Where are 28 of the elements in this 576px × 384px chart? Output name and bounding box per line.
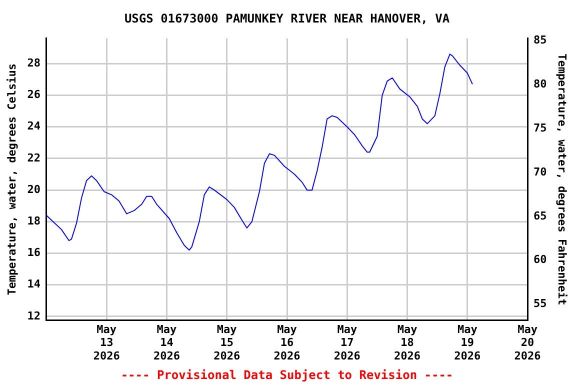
- text: ---- Provisional Data Subject to Revision ----: [120, 368, 454, 382]
- y-tick-label: 20: [27, 182, 40, 196]
- x-tick-label: May 18 2026: [394, 322, 421, 362]
- x-tick-label: May 20 2026: [514, 322, 542, 362]
- y2-tick-label: 65: [534, 209, 547, 222]
- y-tick-label: 16: [27, 246, 41, 260]
- y-tick-label: 14: [27, 278, 41, 291]
- x-tick-label: May 14 2026: [153, 322, 180, 362]
- y2-tick-label: 75: [534, 121, 547, 134]
- chart-title: USGS 01673000 PAMUNKEY RIVER NEAR HANOVER, VA: [124, 11, 450, 26]
- y-tick-label: 22: [27, 151, 40, 164]
- x-tick-label: May 16 2026: [274, 322, 301, 362]
- y-tick-label: 26: [27, 88, 41, 102]
- x-tick-label: May 13 2026: [93, 322, 120, 362]
- x-tick-label: May 15 2026: [214, 322, 240, 362]
- x-tick-label: May 17 2026: [334, 322, 361, 362]
- y2-tick-label: 85: [534, 34, 547, 47]
- y-tick-label: 18: [27, 214, 40, 228]
- y2-tick-label: 60: [534, 253, 547, 266]
- x-tick-label: May 19 2026: [454, 322, 482, 362]
- y-tick-label: 12: [27, 309, 40, 322]
- y2-tick-label: 70: [534, 165, 547, 178]
- y-tick-label: 24: [27, 120, 41, 133]
- y2-tick-label: 55: [534, 297, 547, 310]
- y2-axis-title: Temperature, water, degrees Fahrenheit: [556, 54, 569, 306]
- y-tick-label: 28: [27, 56, 40, 70]
- y-axis-title: Temperature, water, degrees Celsius: [5, 64, 18, 296]
- y2-tick-label: 80: [534, 78, 547, 91]
